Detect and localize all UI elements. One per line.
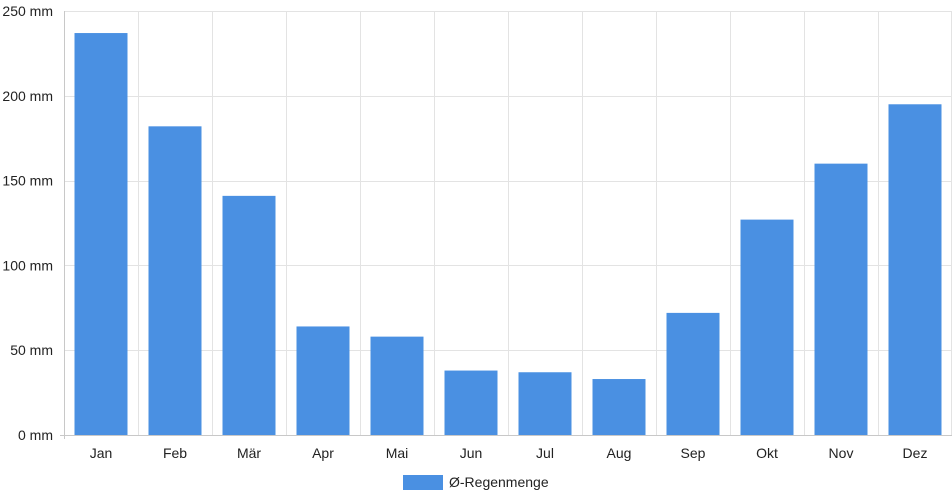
x-tick-label: Jun	[460, 445, 483, 461]
x-tick-label: Sep	[681, 445, 706, 461]
bar-nov	[814, 163, 868, 435]
y-tick-label: 50 mm	[10, 342, 53, 358]
bar-sep	[666, 312, 720, 435]
bar-jul	[518, 372, 572, 435]
x-tick-label: Mär	[237, 445, 261, 461]
bar-jan	[74, 33, 128, 435]
x-tick-label: Feb	[163, 445, 187, 461]
bar-dez	[888, 104, 942, 435]
bar-feb	[148, 126, 202, 435]
x-axis-ticks: Jan Feb Mär Apr Mai Jun Jul Aug Sep Okt Nov Dez	[90, 445, 928, 461]
bar-okt	[740, 219, 794, 435]
x-tick-label: Apr	[312, 445, 334, 461]
bar-mai	[370, 336, 424, 435]
x-tick-label: Jul	[536, 445, 554, 461]
y-tick-label: 250 mm	[2, 3, 53, 19]
y-tick-label: 100 mm	[2, 257, 53, 273]
legend-label[interactable]: Ø-Regenmenge	[449, 474, 549, 490]
grid-lines	[64, 11, 952, 435]
x-tick-label: Jan	[90, 445, 113, 461]
y-tick-label: 150 mm	[2, 173, 53, 189]
x-tick-label: Aug	[607, 445, 632, 461]
x-tick-label: Mai	[386, 445, 409, 461]
x-tick-label: Okt	[756, 445, 778, 461]
legend-swatch[interactable]	[403, 475, 443, 490]
bar-jun	[444, 370, 498, 435]
x-tick-label: Nov	[829, 445, 854, 461]
legend[interactable]: Ø-Regenmenge	[403, 474, 549, 490]
y-axis-ticks: 0 mm 50 mm 100 mm 150 mm 200 mm 250 mm	[2, 3, 53, 443]
bar-mär	[222, 195, 276, 435]
bars	[74, 33, 942, 435]
y-tick-label: 200 mm	[2, 88, 53, 104]
bar-aug	[592, 379, 646, 435]
bar-apr	[296, 326, 350, 435]
y-tick-label: 0 mm	[18, 427, 53, 443]
axes	[60, 11, 952, 439]
x-tick-label: Dez	[903, 445, 928, 461]
